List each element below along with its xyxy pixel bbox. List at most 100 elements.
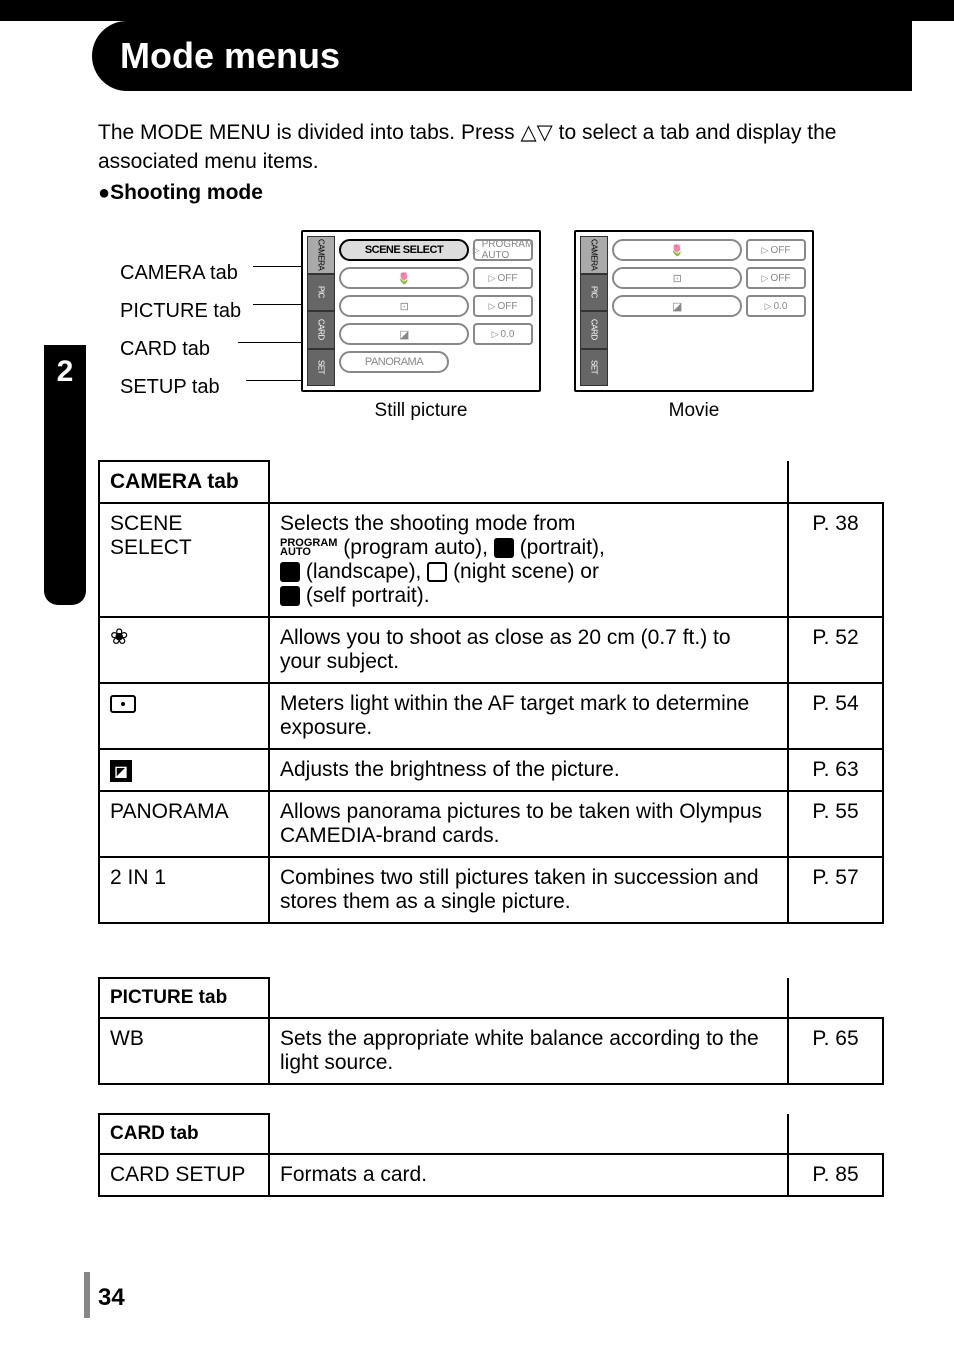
- empty-header: [788, 1114, 883, 1154]
- leader-line: [253, 304, 301, 305]
- shooting-mode-heading: ●Shooting mode: [98, 181, 263, 205]
- desc-ev: Adjusts the brightness of the picture.: [269, 749, 788, 791]
- menu-row: ⊡ ▷OFF: [339, 294, 533, 318]
- desc-panorama: Allows panorama pictures to be taken wit…: [269, 791, 788, 857]
- movie-menu-screen: CAMERA PIC CARD SET 🌷 ▷OFF ⊡ ▷OFF ◪ ▷0.0: [574, 230, 814, 392]
- vtab-pic: PIC: [580, 274, 608, 312]
- chapter-label: Using the menus: [52, 400, 78, 577]
- card-tab-header: CARD tab: [99, 1114, 269, 1154]
- menu-item-ev: ◪: [339, 323, 469, 345]
- menu-row: 🌷 ▷OFF: [339, 266, 533, 290]
- empty-header: [269, 1114, 788, 1154]
- spot-meter-icon: [110, 695, 136, 713]
- item-scene-select: SCENE SELECT: [99, 503, 269, 617]
- menu-row: SCENE SELECT ▷PROGRAM AUTO: [339, 238, 533, 262]
- menu-diagram: CAMERA tab PICTURE tab CARD tab SETUP ta…: [98, 222, 888, 427]
- menu-item-spot: ⊡: [339, 295, 469, 317]
- table-row: ◪ Adjusts the brightness of the picture.…: [99, 749, 883, 791]
- leader-line: [246, 380, 301, 381]
- still-menu-rows: SCENE SELECT ▷PROGRAM AUTO 🌷 ▷OFF ⊡ ▷OFF…: [339, 238, 533, 374]
- program-auto-icon: PROGRAMAUTO: [280, 539, 337, 559]
- bullet-icon: ●: [98, 182, 110, 204]
- page-ref: P. 52: [788, 617, 883, 683]
- page-ref: P. 63: [788, 749, 883, 791]
- still-caption: Still picture: [301, 400, 541, 422]
- empty-header: [788, 461, 883, 503]
- menu-value: ▷OFF: [473, 267, 533, 289]
- item-card-setup: CARD SETUP: [99, 1154, 269, 1196]
- camera-tab-table: CAMERA tab SCENE SELECT Selects the shoo…: [98, 460, 884, 924]
- arrow-icons: △▽: [520, 121, 552, 144]
- item-2in1: 2 IN 1: [99, 857, 269, 923]
- tab-label-camera: CAMERA tab: [120, 254, 241, 292]
- picture-tab-table: PICTURE tab WB Sets the appropriate whit…: [98, 977, 884, 1085]
- menu-value: ▷OFF: [473, 295, 533, 317]
- menu-row: ⊡ ▷OFF: [612, 266, 806, 290]
- vtab-card: CARD: [307, 311, 335, 349]
- table-row: SCENE SELECT Selects the shooting mode f…: [99, 503, 883, 617]
- vertical-tabs: CAMERA PIC CARD SET: [580, 236, 608, 386]
- vtab-camera: CAMERA: [580, 236, 608, 274]
- table-row: PANORAMA Allows panorama pictures to be …: [99, 791, 883, 857]
- leader-line: [253, 266, 301, 267]
- vtab-card: CARD: [580, 311, 608, 349]
- page-ref: P. 38: [788, 503, 883, 617]
- menu-item-scene-select: SCENE SELECT: [339, 239, 469, 261]
- table-row: Meters light within the AF target mark t…: [99, 683, 883, 749]
- menu-value: ▷OFF: [746, 239, 806, 261]
- item-panorama: PANORAMA: [99, 791, 269, 857]
- table-row: CARD SETUP Formats a card. P. 85: [99, 1154, 883, 1196]
- menu-value: ▷OFF: [746, 267, 806, 289]
- menu-value: ▷0.0: [746, 295, 806, 317]
- shooting-mode-label: Shooting mode: [110, 181, 263, 204]
- vertical-tabs: CAMERA PIC CARD SET: [307, 236, 335, 386]
- menu-item-panorama: PANORAMA: [339, 351, 449, 373]
- menu-row: ◪ ▷0.0: [612, 294, 806, 318]
- desc-2in1: Combines two still pictures taken in suc…: [269, 857, 788, 923]
- chapter-number: 2: [57, 355, 74, 389]
- movie-caption: Movie: [574, 400, 814, 422]
- menu-item-spot: ⊡: [612, 267, 742, 289]
- page-ref: P. 65: [788, 1018, 883, 1084]
- menu-row: 🌷 ▷OFF: [612, 238, 806, 262]
- menu-value: ▷0.0: [473, 323, 533, 345]
- item-macro: ❀: [99, 617, 269, 683]
- table-row: WB Sets the appropriate white balance ac…: [99, 1018, 883, 1084]
- vtab-pic: PIC: [307, 274, 335, 312]
- still-picture-menu-screen: CAMERA PIC CARD SET SCENE SELECT ▷PROGRA…: [301, 230, 541, 392]
- table-row: 2 IN 1 Combines two still pictures taken…: [99, 857, 883, 923]
- desc-card-setup: Formats a card.: [269, 1154, 788, 1196]
- flower-icon: ❀: [110, 626, 128, 648]
- page-ref: P. 54: [788, 683, 883, 749]
- page-ref: P. 57: [788, 857, 883, 923]
- night-scene-icon: [427, 562, 447, 582]
- desc-scene-select: Selects the shooting mode from PROGRAMAU…: [269, 503, 788, 617]
- desc-spot: Meters light within the AF target mark t…: [269, 683, 788, 749]
- leader-line: [238, 342, 301, 343]
- page-title: Mode menus: [120, 35, 340, 77]
- movie-menu-rows: 🌷 ▷OFF ⊡ ▷OFF ◪ ▷0.0: [612, 238, 806, 318]
- intro-text-pre: The MODE MENU is divided into tabs. Pres…: [98, 121, 520, 144]
- menu-row: PANORAMA: [339, 350, 533, 374]
- desc-macro: Allows you to shoot as close as 20 cm (0…: [269, 617, 788, 683]
- tab-label-setup: SETUP tab: [120, 368, 241, 406]
- empty-header: [269, 978, 788, 1018]
- top-black-bar: [0, 0, 954, 21]
- tab-label-picture: PICTURE tab: [120, 292, 241, 330]
- item-spot: [99, 683, 269, 749]
- menu-row: ◪ ▷0.0: [339, 322, 533, 346]
- page-title-banner: Mode menus: [92, 21, 912, 91]
- page-ref: P. 85: [788, 1154, 883, 1196]
- menu-item-ev: ◪: [612, 295, 742, 317]
- intro-paragraph: The MODE MENU is divided into tabs. Pres…: [98, 118, 858, 177]
- vtab-set: SET: [307, 349, 335, 387]
- exposure-comp-icon: ◪: [110, 760, 132, 782]
- page-ref: P. 55: [788, 791, 883, 857]
- card-tab-table: CARD tab CARD SETUP Formats a card. P. 8…: [98, 1113, 884, 1197]
- picture-tab-header: PICTURE tab: [99, 978, 269, 1018]
- tab-label-card: CARD tab: [120, 330, 241, 368]
- menu-item-macro: 🌷: [612, 239, 742, 261]
- empty-header: [788, 978, 883, 1018]
- self-portrait-icon: [280, 586, 300, 606]
- camera-tab-header: CAMERA tab: [99, 461, 269, 503]
